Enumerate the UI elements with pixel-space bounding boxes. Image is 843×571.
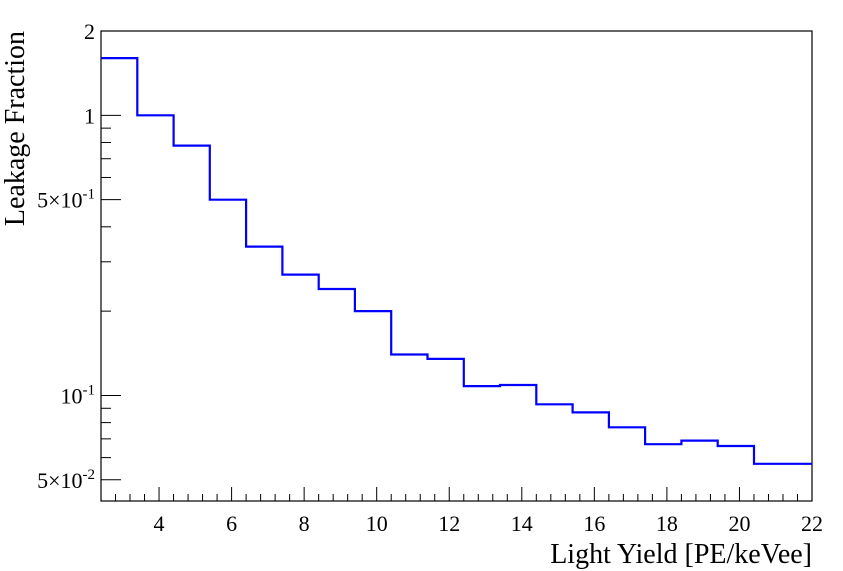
x-tick-label: 4 (154, 511, 165, 536)
x-tick-label: 22 (801, 511, 823, 536)
x-tick-label: 14 (511, 511, 533, 536)
x-tick-label: 20 (728, 511, 750, 536)
x-tick-label: 18 (656, 511, 678, 536)
x-axis-ticks: 4 6 8 10 12 14 16 18 20 22 (100, 487, 823, 536)
y-axis-ticks: 2 1 5×10-1 10-1 5×10-2 (37, 19, 121, 493)
x-tick-label: 10 (366, 511, 388, 536)
x-tick-label: 12 (438, 511, 460, 536)
series-group (101, 57, 812, 465)
y-tick-label: 10-1 (61, 382, 96, 408)
plot-frame (100, 30, 813, 502)
y-axis-title: Leakage Fraction (0, 31, 31, 226)
x-tick-label: 16 (583, 511, 605, 536)
x-axis-title: Light Yield [PE/keVee] (550, 539, 812, 570)
leakage-histogram-line (101, 57, 812, 465)
y-tick-label: 5×10-2 (37, 467, 95, 493)
x-tick-label: 6 (226, 511, 237, 536)
y-tick-label: 1 (84, 103, 95, 128)
y-tick-label: 5×10-1 (37, 187, 95, 213)
x-tick-label: 8 (299, 511, 310, 536)
y-tick-label: 2 (84, 19, 95, 44)
